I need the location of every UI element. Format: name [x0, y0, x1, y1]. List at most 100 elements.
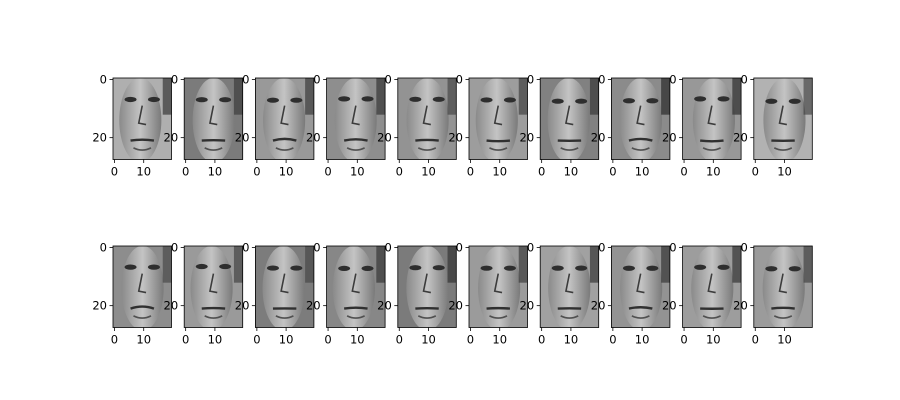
face-image	[682, 78, 742, 160]
face-shape	[547, 78, 590, 160]
left-eye	[338, 96, 351, 102]
left-eye	[338, 265, 351, 272]
x-tick-label: 10	[208, 333, 223, 347]
axes-frame	[397, 77, 457, 160]
face-panel-r2-c3: 0 10 0 20	[235, 240, 315, 347]
mouth	[272, 137, 297, 142]
right-eye	[575, 98, 588, 104]
axes-frame	[753, 77, 813, 160]
x-tick-label: 0	[538, 333, 545, 347]
x-tick-label: 0	[752, 165, 759, 179]
nose	[351, 273, 360, 294]
face-panel-r1-c1: 0 10 0 20	[92, 72, 172, 179]
x-tick-label: 10	[564, 165, 579, 179]
face-image	[255, 246, 314, 328]
y-tick-label: 0	[669, 72, 676, 86]
nose	[493, 105, 503, 126]
y-tick-label: 20	[92, 299, 107, 313]
right-eye	[290, 265, 303, 271]
nose	[137, 105, 147, 126]
left-eye	[124, 264, 137, 270]
nose	[707, 105, 716, 126]
hair-shadow	[803, 246, 813, 283]
x-tick-label: 10	[492, 333, 507, 347]
mouth	[343, 138, 368, 142]
y-tick-label: 20	[520, 299, 535, 313]
mouth	[771, 306, 795, 310]
mouth	[700, 139, 724, 143]
x-tick-label: 10	[421, 165, 436, 179]
axes-frame	[397, 245, 457, 328]
chin-shadow	[773, 315, 793, 319]
x-tick-label: 10	[777, 333, 792, 347]
x-tick-label: 0	[253, 165, 260, 179]
left-eye	[551, 98, 564, 104]
axes-frame	[682, 77, 742, 160]
face-image	[255, 78, 314, 160]
x-tick-label: 0	[253, 333, 260, 347]
hair-shadow	[589, 78, 599, 115]
right-eye	[147, 96, 160, 103]
hair-shadow	[447, 78, 457, 115]
chin-shadow	[560, 315, 579, 319]
y-tick-label: 0	[171, 240, 178, 254]
axes-frame	[183, 77, 244, 160]
y-tick-label: 0	[740, 240, 747, 254]
face-image	[397, 246, 457, 328]
nose	[208, 105, 218, 126]
hair-shadow	[518, 246, 528, 283]
nose	[493, 273, 503, 294]
face-image	[611, 246, 670, 328]
y-tick-label: 0	[527, 72, 534, 86]
right-eye	[646, 265, 659, 271]
right-eye	[432, 96, 445, 102]
x-tick-label: 0	[467, 333, 474, 347]
nose	[280, 273, 289, 294]
hair-shadow	[661, 246, 670, 283]
face-panel-r2-c10: 0 10 0 20	[733, 240, 813, 347]
hair-shadow	[233, 78, 243, 115]
x-tick-label: 10	[208, 165, 223, 179]
right-eye	[575, 265, 588, 271]
right-eye	[717, 264, 730, 270]
y-tick-label: 20	[733, 299, 748, 313]
x-tick-label: 0	[538, 165, 545, 179]
face-panel-r1-c2: 0 10 0 20	[164, 72, 244, 179]
right-eye	[219, 263, 232, 270]
chin-shadow	[346, 147, 365, 151]
chin-shadow	[560, 147, 579, 151]
x-tick-label: 0	[680, 165, 687, 179]
x-tick-label: 0	[609, 333, 616, 347]
left-eye	[124, 96, 137, 103]
face-panel-r2-c2: 0 10 0 20	[164, 240, 244, 347]
x-tick-label: 0	[182, 165, 189, 179]
face-image	[753, 246, 813, 328]
y-tick-label: 0	[598, 240, 605, 254]
axes-frame	[183, 245, 244, 328]
left-eye	[694, 264, 707, 270]
face-image	[682, 246, 742, 328]
nose	[564, 273, 574, 294]
chin-shadow	[275, 147, 294, 151]
mouth	[415, 138, 439, 142]
y-tick-label: 0	[313, 240, 320, 254]
nose	[422, 273, 432, 294]
nose	[564, 105, 574, 126]
y-tick-label: 20	[92, 131, 107, 145]
face-panel-r1-c5: 0 10 0 20	[377, 72, 457, 179]
y-tick-label: 0	[456, 72, 463, 86]
x-tick-label: 10	[706, 165, 721, 179]
x-tick-label: 0	[396, 333, 403, 347]
mouth	[486, 139, 511, 143]
y-tick-label: 20	[164, 131, 179, 145]
y-tick-label: 0	[242, 240, 249, 254]
hair-shadow	[305, 78, 314, 115]
left-eye	[622, 98, 635, 104]
face-panel-r1-c3: 0 10 0 20	[235, 72, 315, 179]
y-tick-label: 0	[740, 72, 747, 86]
axes-frame	[468, 245, 528, 328]
right-eye	[361, 265, 374, 272]
y-tick-label: 20	[662, 299, 677, 313]
right-eye	[432, 265, 445, 271]
axes-frame	[254, 77, 315, 160]
